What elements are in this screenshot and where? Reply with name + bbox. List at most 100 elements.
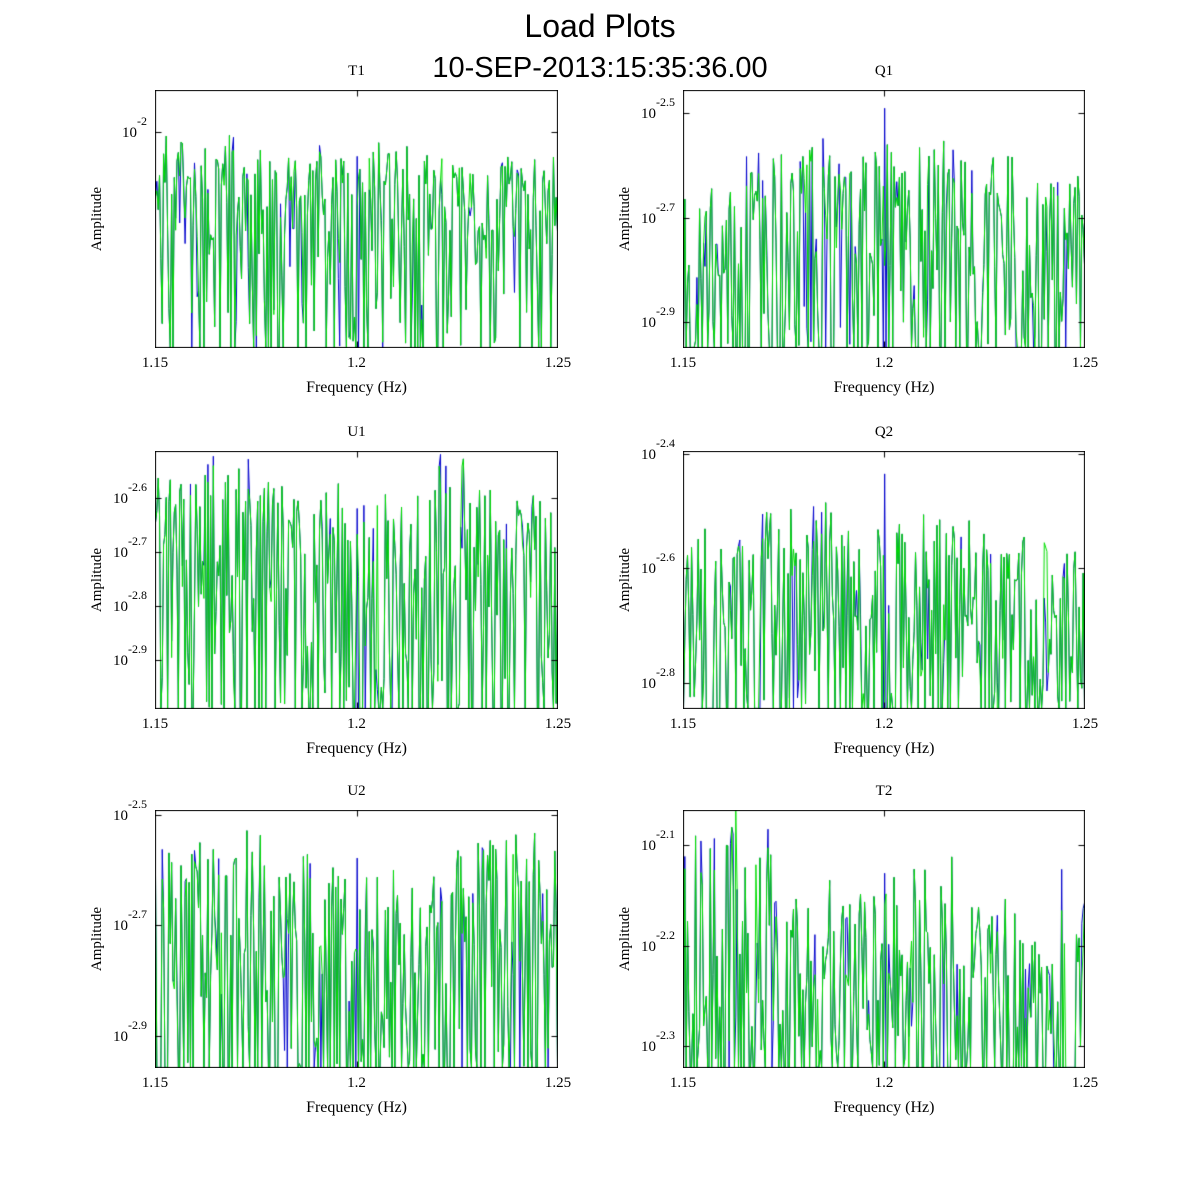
panel-title: T2 (875, 783, 893, 799)
y-tick-exponent: -2.8 (656, 664, 675, 679)
y-tick-exponent: -2.6 (128, 479, 147, 494)
x-tick-label: 1.2 (874, 716, 894, 732)
figure-subtitle: 10-SEP-2013:15:35:36.00 (432, 52, 768, 84)
y-tick-base: 10 (641, 675, 656, 692)
y-axis-label: Amplitude (89, 906, 105, 972)
y-tick-exponent: -2.5 (128, 796, 147, 811)
y-tick-base: 10 (641, 561, 656, 578)
y-tick-label: 10-2.9 (77, 1019, 147, 1045)
x-tick-label: 1.2 (347, 716, 366, 732)
y-tick-exponent: -2.1 (656, 827, 675, 842)
x-tick-label: 1.15 (141, 355, 169, 371)
x-tick-label: 1.2 (347, 1075, 366, 1091)
y-tick-label: 10-2.1 (605, 828, 675, 855)
y-tick-label: 10-2.2 (605, 929, 675, 955)
panel-title: T1 (348, 63, 365, 79)
y-tick-exponent: -2.7 (656, 199, 675, 214)
y-tick-exponent: -2.2 (656, 927, 675, 942)
y-tick-base: 10 (641, 446, 656, 463)
y-tick-base: 10 (641, 106, 656, 123)
y-tick-label: 10-2.5 (605, 96, 675, 123)
y-tick-label: 10-2.7 (605, 201, 675, 227)
y-tick-exponent: -2.9 (128, 642, 147, 657)
y-tick-exponent: -2.7 (128, 907, 147, 922)
panel-Q1: Q1 Amplitude Frequency (Hz) 1.15 1.2 1.25 10-2… (617, 63, 1098, 396)
figure-title: Load Plots (524, 8, 676, 44)
plot-canvas-T2 (683, 810, 1085, 1068)
y-tick-label: 10-2.8 (77, 589, 147, 616)
plot-canvas-U2 (155, 810, 558, 1068)
plot-canvas-U1 (155, 451, 558, 709)
x-axis-label: Frequency (Hz) (833, 1099, 935, 1116)
y-tick-base: 10 (122, 124, 137, 141)
y-tick-base: 10 (113, 544, 128, 561)
x-axis-label: Frequency (Hz) (306, 379, 407, 396)
y-tick-base: 10 (113, 490, 128, 507)
x-axis-label: Frequency (Hz) (833, 740, 935, 757)
plot-canvas-T1 (155, 90, 558, 348)
y-tick-exponent: -2.6 (656, 550, 675, 565)
y-tick-label: 10-2.7 (77, 908, 147, 935)
y-tick-base: 10 (641, 1038, 656, 1055)
y-tick-label: 10-2.7 (77, 535, 147, 561)
y-tick-label: 10-2.4 (605, 437, 675, 463)
panel-title: Q1 (874, 63, 894, 79)
y-axis-label: Amplitude (617, 547, 633, 613)
x-tick-label: 1.25 (544, 716, 572, 732)
x-tick-label: 1.25 (1071, 1075, 1099, 1091)
x-tick-label: 1.15 (669, 716, 697, 732)
y-tick-base: 10 (641, 314, 656, 331)
x-tick-label: 1.25 (544, 1075, 572, 1091)
y-tick-label: 10-2.8 (605, 666, 675, 692)
x-tick-label: 1.15 (669, 355, 697, 371)
y-tick-label: 10-2.5 (77, 798, 147, 824)
x-tick-label: 1.15 (141, 716, 169, 732)
y-tick-exponent: -2.8 (128, 588, 147, 603)
y-tick-base: 10 (113, 918, 128, 935)
panel-T2: T2 Amplitude Frequency (Hz) 1.15 1.2 1.25 10-2… (617, 783, 1098, 1116)
y-tick-label: 10-2.9 (77, 643, 147, 670)
x-tick-label: 1.2 (874, 1075, 894, 1091)
x-tick-label: 1.25 (1071, 716, 1099, 732)
y-axis-label: Amplitude (89, 547, 105, 613)
y-tick-exponent: -2.4 (656, 435, 675, 450)
y-tick-base: 10 (113, 653, 128, 670)
panel-title: U2 (347, 783, 366, 799)
y-tick-exponent: -2.7 (128, 533, 147, 548)
x-tick-label: 1.2 (347, 355, 366, 371)
y-tick-base: 10 (113, 599, 128, 616)
y-axis-label: Amplitude (89, 186, 105, 252)
panel-U2: U2 Amplitude Frequency (Hz) 1.15 1.2 1.25 10-2… (89, 783, 571, 1116)
x-axis-label: Frequency (Hz) (306, 740, 407, 757)
panel-title: U1 (347, 424, 366, 440)
x-tick-label: 1.15 (669, 1075, 697, 1091)
panel-title: Q2 (874, 424, 894, 440)
y-tick-label: 10-2.6 (605, 551, 675, 578)
y-tick-base: 10 (641, 210, 656, 227)
x-tick-label: 1.25 (1071, 355, 1099, 371)
y-tick-exponent: -2 (137, 113, 147, 128)
y-tick-exponent: -2.5 (656, 95, 675, 110)
y-tick-base: 10 (641, 938, 656, 955)
panel-U1: U1 Amplitude Frequency (Hz) 1.15 1.2 1.25 10-2… (89, 424, 571, 757)
y-tick-label: 10-2 (77, 115, 147, 141)
x-tick-label: 1.25 (544, 355, 572, 371)
y-tick-exponent: -2.9 (128, 1017, 147, 1032)
plot-canvas-Q2 (683, 451, 1085, 709)
panel-Q2: Q2 Amplitude Frequency (Hz) 1.15 1.2 1.25 10-2… (617, 424, 1098, 757)
panel-T1: T1 Amplitude Frequency (Hz) 1.15 1.2 1.25 10-2 (89, 63, 571, 396)
y-tick-exponent: -2.3 (656, 1027, 675, 1042)
y-tick-label: 10-2.6 (77, 481, 147, 507)
y-tick-label: 10-2.3 (605, 1029, 675, 1055)
x-tick-label: 1.15 (141, 1075, 169, 1091)
x-axis-label: Frequency (Hz) (833, 379, 935, 396)
y-tick-base: 10 (641, 838, 656, 855)
x-axis-label: Frequency (Hz) (306, 1099, 407, 1116)
x-tick-label: 1.2 (874, 355, 894, 371)
y-tick-base: 10 (113, 807, 128, 824)
y-tick-label: 10-2.9 (605, 305, 675, 331)
y-tick-exponent: -2.9 (656, 303, 675, 318)
y-tick-base: 10 (113, 1028, 128, 1045)
plot-canvas-Q1 (683, 90, 1085, 348)
